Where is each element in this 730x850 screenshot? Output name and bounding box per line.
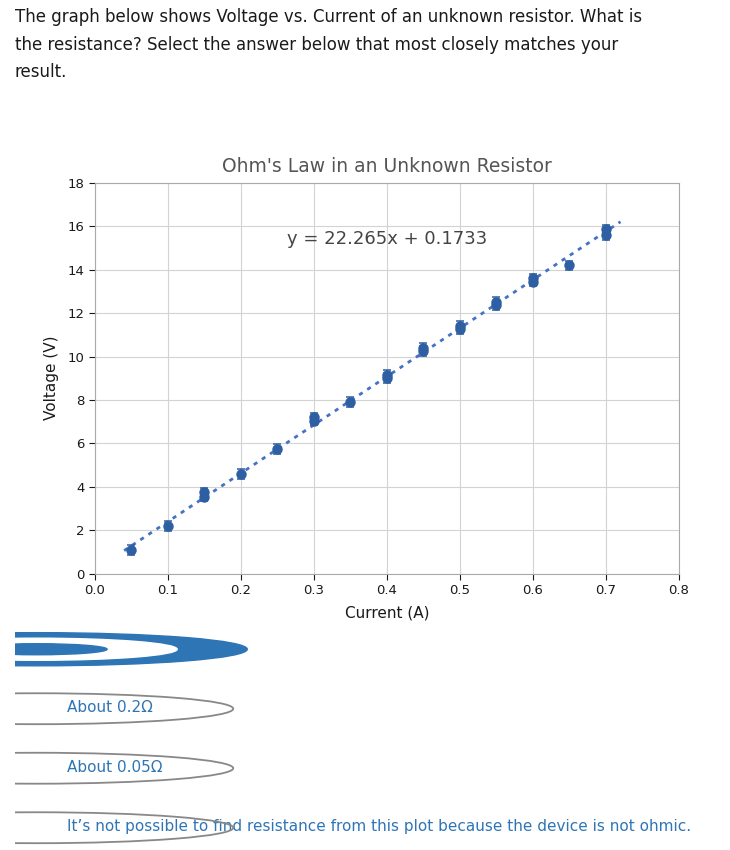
Text: About 0.05Ω: About 0.05Ω [67, 760, 163, 774]
Text: y = 22.265x + 0.1733: y = 22.265x + 0.1733 [287, 230, 487, 247]
X-axis label: Current (A): Current (A) [345, 605, 429, 620]
Circle shape [0, 638, 177, 660]
Circle shape [0, 632, 247, 666]
Text: About 20Ω: About 20Ω [67, 641, 148, 655]
Text: It’s not possible to find resistance from this plot because the device is not oh: It’s not possible to find resistance fro… [67, 819, 691, 834]
Text: The graph below shows Voltage vs. Current of an unknown resistor. What is
the re: The graph below shows Voltage vs. Curren… [15, 8, 642, 81]
Title: Ohm's Law in an Unknown Resistor: Ohm's Law in an Unknown Resistor [222, 156, 552, 176]
Y-axis label: Voltage (V): Voltage (V) [44, 336, 59, 421]
Circle shape [0, 643, 107, 654]
Text: About 0.2Ω: About 0.2Ω [67, 700, 153, 715]
